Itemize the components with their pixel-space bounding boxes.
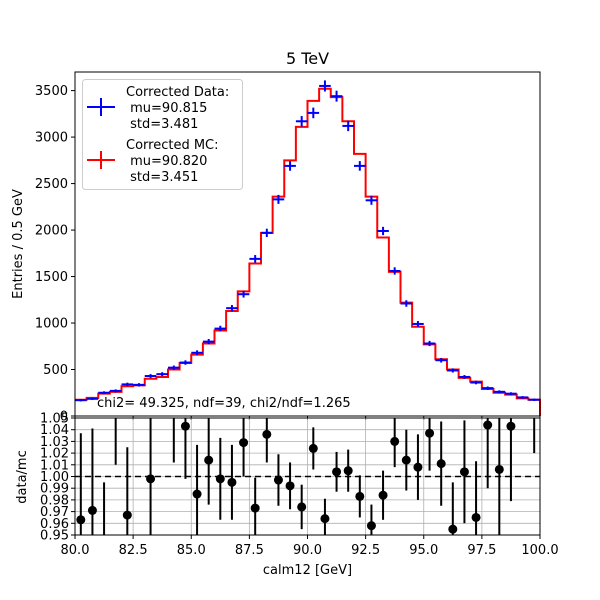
histogram-y-tick-label: 500 — [43, 363, 68, 378]
ratio-y-tick-label: 1.01 — [40, 458, 69, 473]
ratio-x-tick-label: 90.0 — [293, 543, 322, 558]
ratio-point — [297, 502, 307, 512]
legend-entry-data: Corrected Data: mu=90.815 std=3.481 — [87, 85, 229, 132]
ratio-x-tick-label: 92.5 — [351, 543, 380, 558]
histogram-y-tick-label: 1000 — [35, 317, 68, 332]
ratio-y-axis-label: data/mc — [15, 450, 30, 503]
ratio-axes-frame — [74, 417, 541, 536]
ratio-point — [494, 464, 504, 474]
legend-mc-std: std=3.451 — [126, 170, 198, 185]
ratio-x-tick-label: 87.5 — [235, 543, 264, 558]
ratio-point — [308, 443, 318, 453]
ratio-point — [273, 475, 283, 485]
chart-title: 5 TeV — [286, 49, 329, 68]
ratio-point — [320, 514, 330, 524]
ratio-y-tick-label: 0.98 — [40, 493, 69, 508]
ratio-y-tick-label: 0.96 — [40, 517, 69, 532]
ratio-point — [204, 455, 214, 465]
legend-data-std: std=3.481 — [126, 117, 198, 132]
histogram-y-tick-label: 3000 — [35, 131, 68, 146]
ratio-panel: 0.950.960.970.980.991.001.011.021.031.04… — [15, 412, 559, 579]
ratio-x-tick-label: 85.0 — [177, 543, 206, 558]
ratio-point — [250, 503, 260, 513]
ratio-point — [122, 510, 132, 520]
histogram-y-axis-label: Entries / 0.5 GeV — [11, 189, 26, 299]
legend-mc-label: Corrected MC: — [126, 138, 219, 153]
ratio-x-tick-label: 100.0 — [521, 543, 558, 558]
legend-data-label: Corrected Data: — [126, 85, 229, 100]
ratio-point — [76, 515, 86, 525]
legend-data-mu: mu=90.815 — [126, 101, 207, 116]
histogram-y-tick-label: 2500 — [35, 177, 68, 192]
legend-entry-mc: Corrected MC: mu=90.820 std=3.451 — [87, 138, 219, 185]
ratio-point — [425, 428, 435, 438]
ratio-point — [180, 421, 190, 431]
ratio-point — [146, 474, 156, 484]
ratio-point — [227, 477, 237, 487]
ratio-y-tick-label: 1.03 — [40, 435, 69, 450]
ratio-point — [332, 467, 342, 477]
ratio-y-tick-label: 0.99 — [40, 482, 69, 497]
ratio-y-tick-label: 0.97 — [40, 505, 69, 520]
histogram-y-tick-label: 2000 — [35, 224, 68, 239]
ratio-y-tick-label: 1.02 — [40, 447, 69, 462]
histogram-axes-frame — [74, 71, 541, 417]
ratio-y-tick-label: 1.05 — [40, 412, 69, 427]
ratio-x-tick-label: 95.0 — [409, 543, 438, 558]
ratio-point — [483, 420, 493, 430]
ratio-point — [355, 491, 365, 501]
chi2-annotation: chi2= 49.325, ndf=39, chi2/ndf=1.265 — [97, 396, 351, 411]
ratio-x-ticks: 80.0 82.5 85.0 87.5 90.0 92.5 95.0 97.5 100.0 — [61, 535, 559, 558]
ratio-y-tick-label: 0.95 — [40, 529, 69, 544]
ratio-x-tick-label: 97.5 — [467, 543, 496, 558]
ratio-point — [343, 466, 353, 476]
histogram-plot-area — [75, 80, 541, 416]
legend-box — [82, 79, 243, 190]
ratio-x-tick-label: 80.0 — [61, 543, 90, 558]
ratio-point — [448, 524, 458, 534]
legend: Corrected Data: mu=90.815 std=3.481 Corr… — [82, 79, 243, 190]
ratio-x-tick-label: 82.5 — [119, 543, 148, 558]
ratio-point — [459, 467, 469, 477]
ratio-point — [436, 459, 446, 469]
histogram-y-tick-label: 0 — [60, 410, 68, 425]
ratio-plot-area — [75, 418, 540, 535]
x-axis-label: calm12 [GeV] — [263, 563, 352, 578]
legend-mc-mu: mu=90.820 — [126, 154, 207, 169]
ratio-point — [378, 490, 388, 500]
ratio-point — [413, 462, 423, 472]
histogram-y-ticks: 0 500 1000 1500 2000 2500 3000 3500 — [35, 84, 541, 425]
ratio-point — [192, 489, 202, 499]
ratio-point — [506, 421, 516, 431]
histogram-y-tick-label: 1500 — [35, 270, 68, 285]
ratio-point — [87, 505, 97, 515]
ratio-point — [215, 474, 225, 484]
ratio-y-tick-label: 1.04 — [40, 423, 69, 438]
ratio-point — [401, 455, 411, 465]
histogram-y-tick-label: 3500 — [35, 84, 68, 99]
ratio-point — [239, 438, 249, 448]
ratio-point — [390, 436, 400, 446]
ratio-point — [262, 429, 272, 439]
ratio-point — [366, 521, 376, 531]
ratio-point — [471, 512, 481, 522]
histogram-panel: 5 TeV 0 500 1000 1500 2000 2500 3000 3500 Entri… — [11, 49, 541, 425]
ratio-y-tick-label: 1.00 — [40, 470, 69, 485]
ratio-point — [285, 481, 295, 491]
ratio-y-ticks: 0.950.960.970.980.991.001.011.021.031.04… — [40, 412, 75, 544]
